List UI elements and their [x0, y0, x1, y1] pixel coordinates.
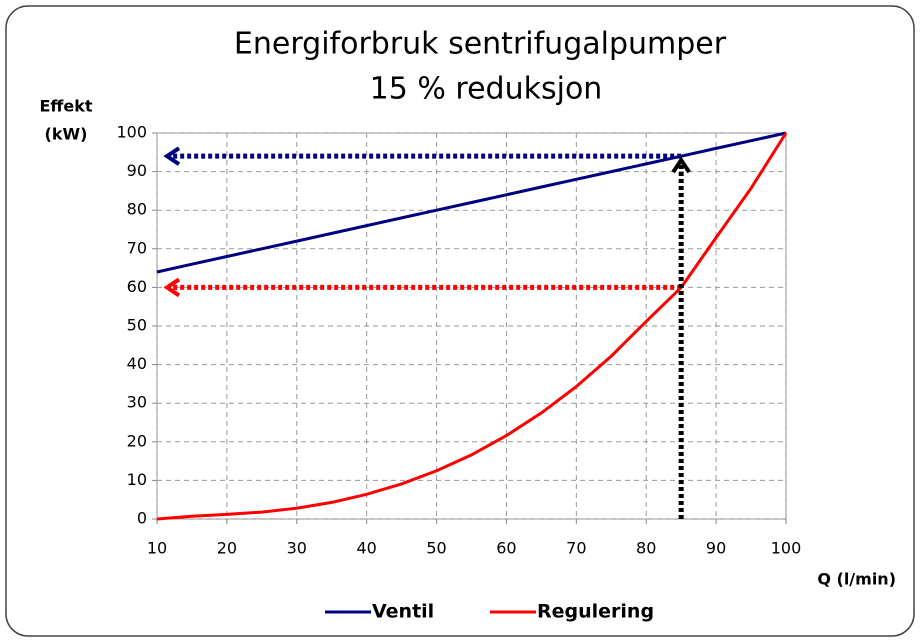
x-tick-label: 50 [426, 539, 446, 558]
x-tick-label: 60 [496, 539, 516, 558]
x-tick-label: 70 [566, 539, 586, 558]
x-tick-label: 80 [636, 539, 656, 558]
x-tick-label: 10 [147, 539, 167, 558]
y-tick-label: 20 [127, 431, 147, 450]
y-tick-label: 100 [116, 123, 147, 142]
y-axis-label: (kW) [45, 125, 88, 144]
arrow-head [671, 156, 691, 174]
y-tick-label: 70 [127, 238, 147, 257]
x-tick-label: 40 [356, 539, 376, 558]
y-tick-label: 0 [137, 509, 147, 528]
y-tick-label: 10 [127, 470, 147, 489]
y-tick-label: 90 [127, 161, 147, 180]
legend-label: Regulering [537, 601, 654, 623]
y-tick-label: 30 [127, 393, 147, 412]
chart-subtitle: 15 % reduksjon [370, 72, 603, 107]
arrow-head [163, 146, 181, 166]
chart-title: Energiforbruk sentrifugalpumper [234, 27, 727, 62]
x-tick-label: 30 [287, 539, 307, 558]
y-tick-label: 60 [127, 277, 147, 296]
y-tick-label: 80 [127, 200, 147, 219]
x-axis-label: Q (l/min) [817, 570, 896, 589]
legend-label: Ventil [372, 601, 434, 623]
x-tick-label: 90 [706, 539, 726, 558]
y-tick-label: 40 [127, 354, 147, 373]
arrow-head [163, 277, 181, 298]
x-tick-label: 100 [771, 539, 802, 558]
series-line [156, 131, 787, 274]
y-axis-label: Effekt [39, 97, 92, 116]
y-tick-label: 50 [127, 316, 147, 335]
x-tick-label: 20 [217, 539, 237, 558]
